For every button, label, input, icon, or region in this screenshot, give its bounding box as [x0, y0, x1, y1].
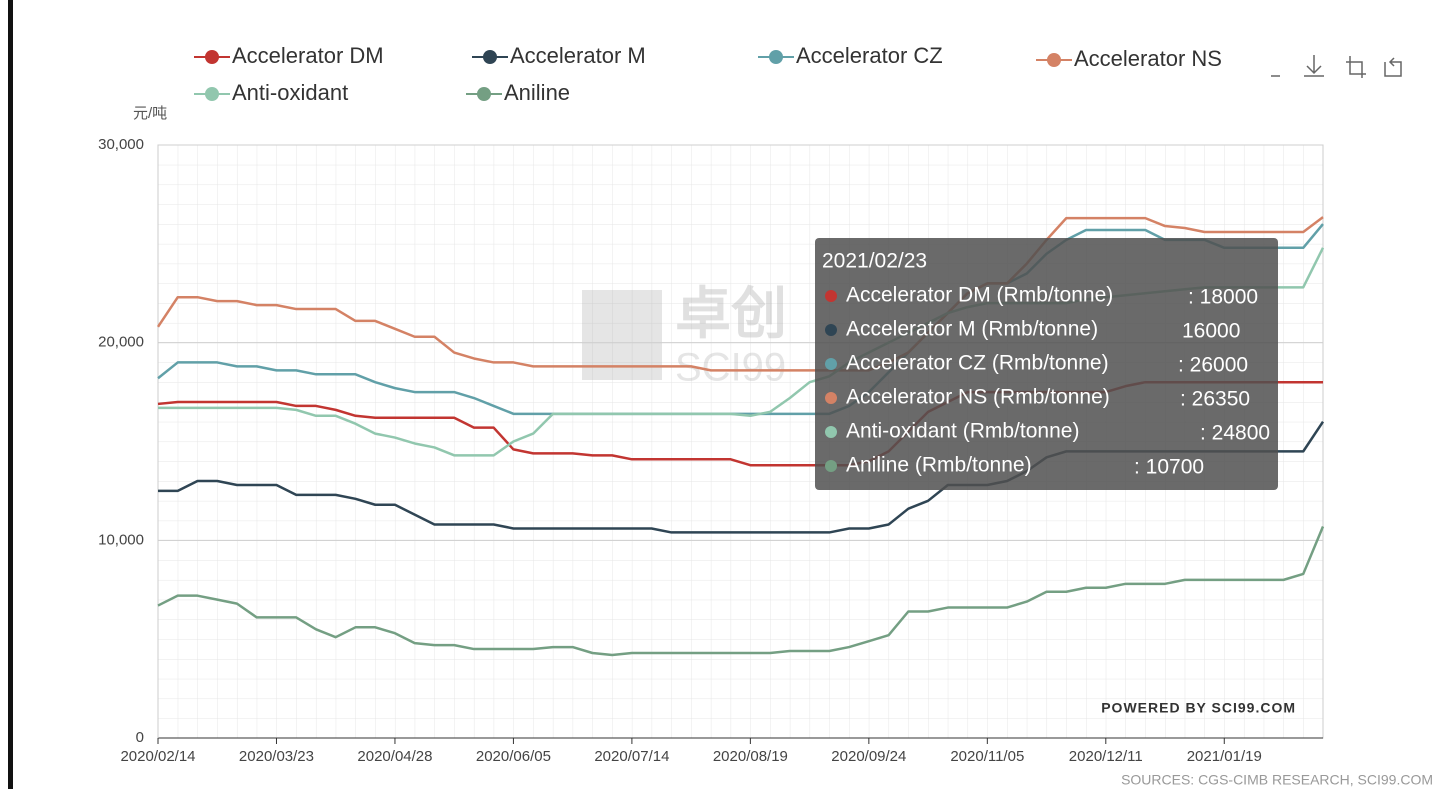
x-tick-label: 2020/08/19: [713, 748, 788, 765]
y-tick-label: 0: [136, 729, 144, 746]
watermark-logo: [582, 290, 662, 380]
tooltip-marker: [825, 392, 837, 404]
tooltip-value: : 18000: [1188, 286, 1258, 309]
series-line: [156, 216, 1324, 372]
tooltip-value: : 26350: [1180, 388, 1250, 411]
x-tick-label: 2020/03/23: [239, 748, 314, 765]
tooltip-date: 2021/02/23: [822, 250, 927, 273]
plot: 0 10,000 20,000 30,000 2020/02/14 2020/03/23 2…: [98, 136, 1325, 765]
x-tick-label: 2020/04/28: [357, 748, 432, 765]
legend-label: Anti-oxidant: [232, 80, 348, 105]
watermark: 卓创 SCI99: [582, 282, 787, 390]
tooltip-name: Accelerator NS (Rmb/tonne): [846, 386, 1110, 409]
source: SOURCES: CGS-CIMB RESEARCH, SCI99.COM: [1121, 772, 1433, 788]
series-line: [157, 526, 1325, 657]
watermark-text: 卓创: [675, 282, 787, 345]
credit: POWERED BY SCI99.COM: [1101, 700, 1296, 716]
tooltip: 2021/02/23 Accelerator DM (Rmb/tonne) : 1…: [815, 238, 1278, 490]
tooltip-value: : 26000: [1178, 354, 1248, 377]
x-tick-label: 2020/12/11: [1069, 748, 1143, 765]
x-tick-label: 2021/01/19: [1187, 748, 1262, 765]
y-tick-label: 20,000: [98, 334, 144, 351]
tooltip-box: [815, 238, 1278, 490]
legend-label: Accelerator DM: [232, 43, 384, 68]
tooltip-name: Accelerator M (Rmb/tonne): [846, 318, 1098, 341]
legend: Accelerator DM Accelerator M Accelerator C…: [194, 43, 1222, 105]
tooltip-name: Accelerator CZ (Rmb/tonne): [846, 352, 1109, 375]
legend-marker: [769, 50, 783, 64]
tooltip-value: : 24800: [1200, 422, 1270, 445]
legend-label: Accelerator M: [510, 43, 646, 68]
legend-marker: [477, 87, 491, 101]
tooltip-marker: [825, 290, 837, 302]
x-tick-label: 2020/06/05: [476, 748, 551, 765]
tool-crop[interactable]: [1346, 56, 1366, 78]
tooltip-marker: [825, 324, 837, 336]
tooltip-value: 16000: [1182, 320, 1240, 343]
tooltip-name: Accelerator DM (Rmb/tonne): [846, 284, 1113, 307]
tooltip-name: Anti-oxidant (Rmb/tonne): [846, 420, 1079, 443]
legend-marker: [205, 50, 219, 64]
tooltip-value: : 10700: [1134, 456, 1204, 479]
left-rule: [8, 0, 13, 789]
y-tick-label: 30,000: [98, 136, 144, 153]
legend-marker: [1047, 53, 1061, 67]
tool-restore[interactable]: [1384, 57, 1402, 77]
legend-label: Accelerator NS: [1074, 46, 1222, 71]
y-axis-label: 元/吨: [133, 105, 167, 122]
tooltip-marker: [825, 460, 837, 472]
tooltip-name: Aniline (Rmb/tonne): [846, 454, 1032, 477]
x-tick-label: 2020/07/14: [594, 748, 669, 765]
legend-label: Accelerator CZ: [796, 43, 943, 68]
legend-marker: [483, 50, 497, 64]
x-tick-label: 2020/02/14: [120, 748, 195, 765]
legend-label: Aniline: [504, 80, 570, 105]
tooltip-marker: [825, 426, 837, 438]
y-tick-label: 10,000: [98, 531, 144, 548]
x-tick-label: 2020/09/24: [831, 748, 906, 765]
tool-download[interactable]: [1304, 55, 1324, 77]
x-tick-label: 2020/11/05: [950, 748, 1024, 765]
toolbox[interactable]: [1271, 55, 1402, 78]
tooltip-marker: [825, 358, 837, 370]
legend-marker: [205, 87, 219, 101]
